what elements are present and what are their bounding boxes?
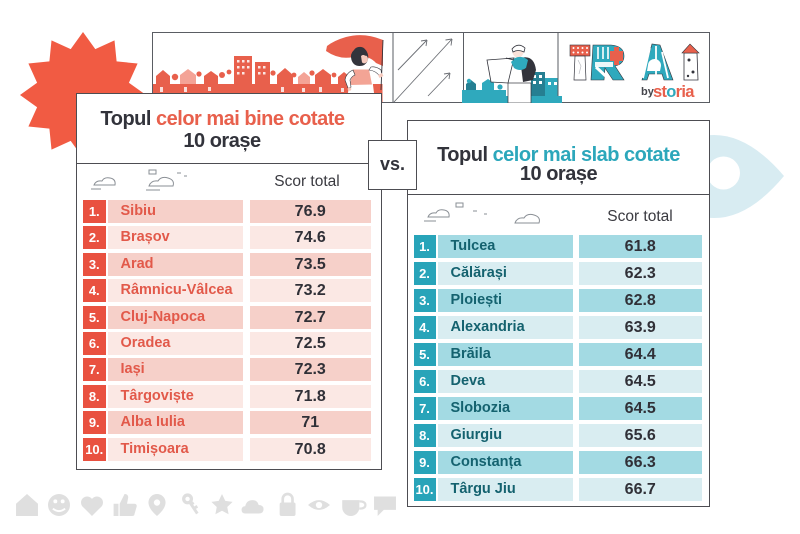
svg-text:storia: storia bbox=[653, 83, 695, 101]
svg-text:by: by bbox=[641, 86, 655, 98]
